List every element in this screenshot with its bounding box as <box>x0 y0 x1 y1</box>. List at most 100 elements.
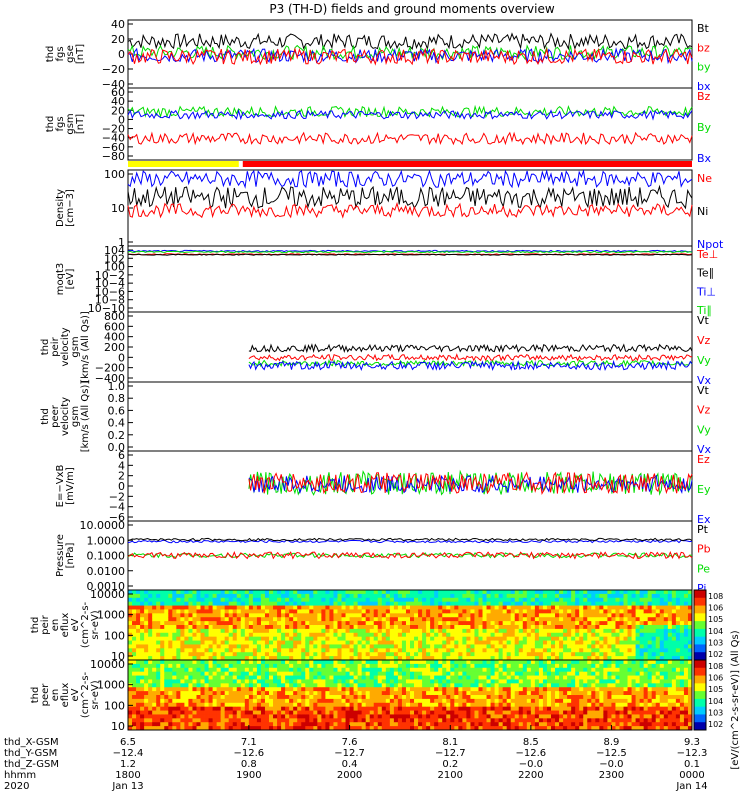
heatmap-cell <box>627 648 632 653</box>
heatmap-cell <box>325 605 330 610</box>
heatmap-cell <box>293 656 298 661</box>
heatmap-cell <box>446 601 451 606</box>
heatmap-cell <box>365 691 371 696</box>
heatmap-cell <box>546 679 552 684</box>
heatmap-cell <box>405 621 411 626</box>
heatmap-cell <box>389 726 395 731</box>
heatmap-cell <box>466 718 471 723</box>
heatmap-cell <box>647 617 653 622</box>
heatmap-cell <box>498 656 504 661</box>
heatmap-cell <box>277 683 282 688</box>
heatmap-cell <box>599 675 604 680</box>
heatmap-cell <box>538 663 544 669</box>
heatmap-cell <box>494 628 500 634</box>
heatmap-cell <box>285 605 290 610</box>
heatmap-cell <box>285 722 290 727</box>
heatmap-cell <box>240 636 246 641</box>
heatmap-cell <box>510 656 516 661</box>
heatmap-cell <box>555 714 560 719</box>
heatmap-cell <box>204 660 209 665</box>
heatmap-cell <box>442 671 447 676</box>
heatmap-cell <box>277 695 282 700</box>
heatmap-cell <box>687 590 693 595</box>
heatmap-cell <box>466 706 471 711</box>
heatmap-cell <box>297 695 302 700</box>
heatmap-cell <box>305 590 310 595</box>
heatmap-cell <box>418 675 423 680</box>
heatmap-cell <box>639 644 645 649</box>
heatmap-cell <box>418 628 423 634</box>
heatmap-cell <box>385 671 391 676</box>
heatmap-cell <box>434 617 439 622</box>
heatmap-cell <box>325 656 330 661</box>
heatmap-cell <box>389 605 395 610</box>
legend-entry: Bx <box>697 152 712 165</box>
heatmap-cell <box>152 710 157 715</box>
heatmap-cell <box>478 714 483 719</box>
heatmap-cell <box>546 609 552 614</box>
heatmap-cell <box>321 656 326 661</box>
heatmap-cell <box>401 695 407 700</box>
heatmap-cell <box>571 613 576 618</box>
heatmap-cell <box>285 640 290 645</box>
heatmap-cell <box>345 590 350 595</box>
heatmap-cell <box>546 687 552 692</box>
heatmap-cell <box>200 695 205 700</box>
heatmap-cell <box>575 593 580 599</box>
heatmap-cell <box>289 590 294 595</box>
heatmap-cell <box>168 660 173 665</box>
heatmap-cell <box>212 617 218 622</box>
heatmap-cell <box>599 648 604 653</box>
heatmap-cell <box>273 722 278 727</box>
heatmap-cell <box>571 718 576 723</box>
heatmap-cell <box>546 710 552 715</box>
heatmap-cell <box>269 683 274 688</box>
heatmap-cell <box>333 613 338 618</box>
heatmap-cell <box>168 632 173 638</box>
heatmap-cell <box>313 702 318 708</box>
heatmap-cell <box>377 617 383 622</box>
heatmap-cell <box>466 609 471 614</box>
heatmap-cell <box>285 644 290 649</box>
heatmap-cell <box>414 628 419 634</box>
heatmap-cell <box>176 644 181 649</box>
heatmap-cell <box>377 605 383 610</box>
heatmap-cell <box>164 605 169 610</box>
heatmap-cell <box>687 601 693 606</box>
heatmap-cell <box>530 691 536 696</box>
heatmap-cell <box>615 644 620 649</box>
heatmap-cell <box>341 593 346 599</box>
heatmap-cell <box>506 718 512 723</box>
heatmap-cell <box>204 710 209 715</box>
heatmap-cell <box>232 660 238 665</box>
heatmap-cell <box>410 675 415 680</box>
y-tick-label: 1 <box>118 236 125 249</box>
heatmap-cell <box>410 667 415 673</box>
heatmap-cell <box>530 656 536 661</box>
heatmap-cell <box>212 656 218 661</box>
heatmap-cell <box>148 698 153 704</box>
heatmap-cell <box>522 621 528 626</box>
heatmap-cell <box>458 706 463 711</box>
heatmap-cell <box>140 605 145 610</box>
heatmap-cell <box>631 652 636 657</box>
heatmap-cell <box>675 601 681 606</box>
heatmap-cell <box>333 726 338 731</box>
heatmap-cell <box>349 663 354 669</box>
heatmap-cell <box>506 597 512 603</box>
heatmap-cell <box>232 695 238 700</box>
heatmap-cell <box>208 640 213 645</box>
heatmap-cell <box>405 679 411 684</box>
heatmap-cell <box>136 632 141 638</box>
heatmap-cell <box>571 695 576 700</box>
heatmap-cell <box>591 593 596 599</box>
heatmap-cell <box>438 597 443 603</box>
heatmap-cell <box>248 726 254 731</box>
heatmap-cell <box>438 593 443 599</box>
heatmap-cell <box>567 636 572 641</box>
y-axis-label: E=−VxB <box>55 465 66 508</box>
heatmap-cell <box>148 722 153 727</box>
heatmap-cell <box>317 636 322 641</box>
heatmap-cell <box>297 698 302 704</box>
